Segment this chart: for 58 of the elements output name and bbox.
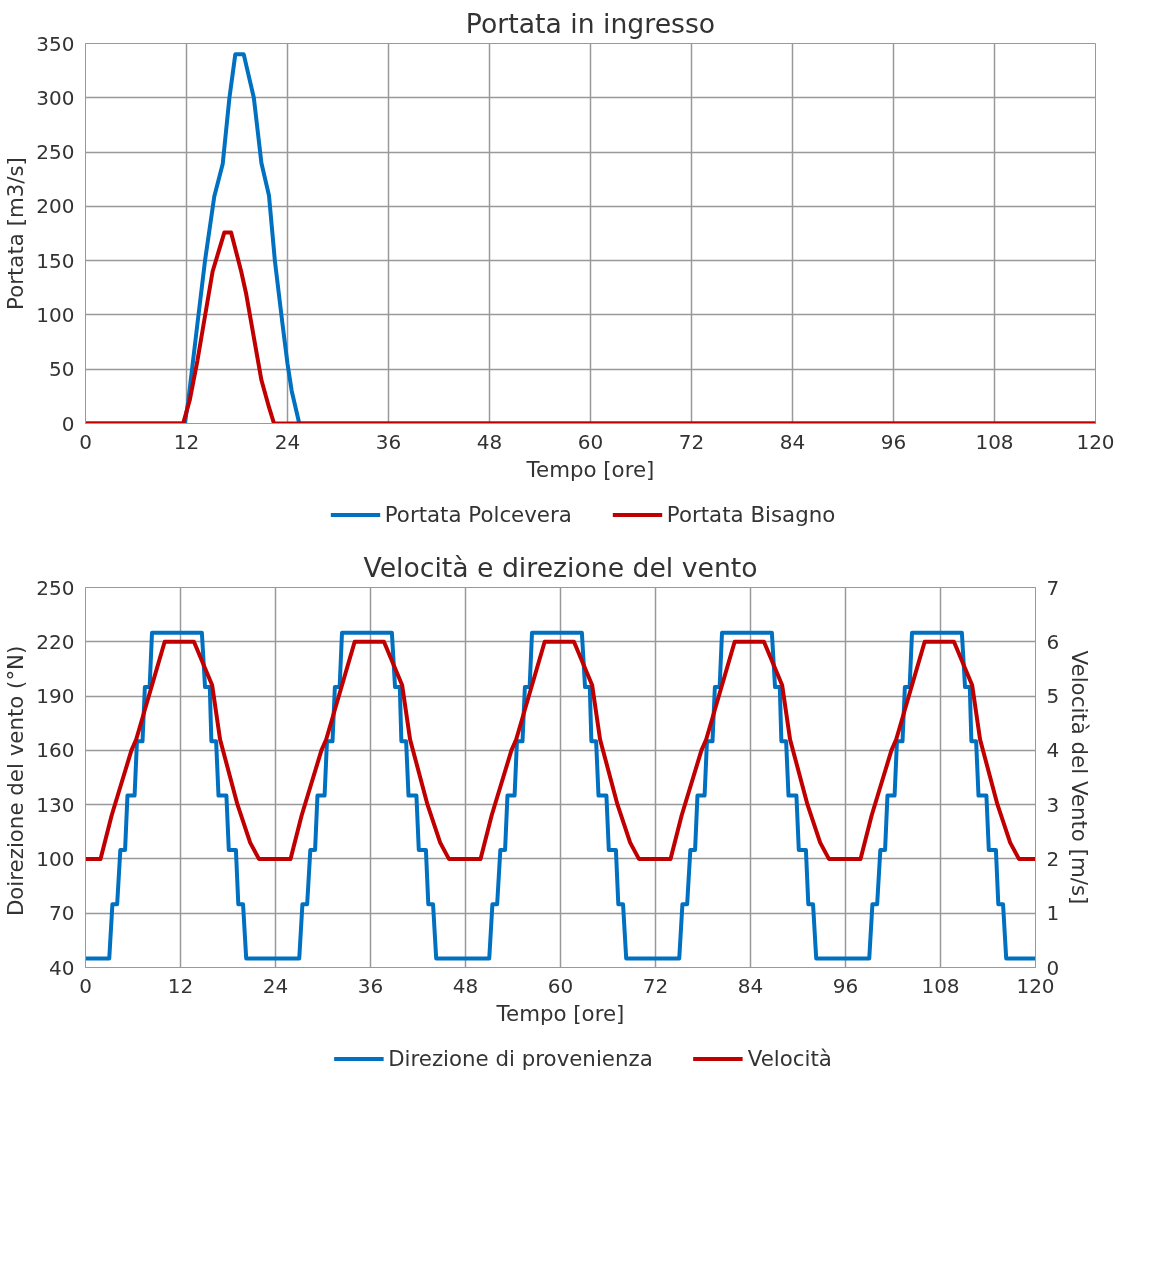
y-tick-label: 220 bbox=[36, 629, 75, 654]
legend-label: Velocità bbox=[747, 1045, 832, 1071]
y2-tick-label: 7 bbox=[1046, 575, 1060, 600]
x-tick-label: 96 bbox=[832, 973, 859, 998]
x-tick-label: 24 bbox=[262, 973, 289, 998]
y-tick-label: 100 bbox=[36, 846, 75, 871]
x-axis-title: Tempo [ore] bbox=[495, 1000, 625, 1026]
x-tick-label: 36 bbox=[375, 429, 402, 454]
chart-title: Velocità e direzione del vento bbox=[363, 551, 758, 583]
y2-tick-label: 2 bbox=[1046, 846, 1060, 871]
y2-tick-label: 1 bbox=[1046, 901, 1060, 926]
y-tick-label: 300 bbox=[36, 85, 75, 110]
y2-axis-title: Velocità del Vento [m/s] bbox=[1067, 650, 1093, 905]
x-tick-label: 36 bbox=[357, 973, 384, 998]
x-tick-label: 84 bbox=[737, 973, 764, 998]
y-tick-label: 150 bbox=[36, 248, 75, 273]
legend-label: Portata Bisagno bbox=[666, 501, 836, 527]
line-series bbox=[85, 630, 1036, 961]
x-tick-label: 60 bbox=[547, 973, 574, 998]
x-tick-label: 0 bbox=[79, 429, 92, 454]
x-tick-label: 0 bbox=[79, 973, 92, 998]
x-tick-label: 48 bbox=[452, 973, 479, 998]
x-tick-label: 84 bbox=[779, 429, 806, 454]
y-tick-label: 70 bbox=[49, 901, 75, 926]
y2-tick-label: 0 bbox=[1046, 955, 1060, 980]
legend-label: Direzione di provenienza bbox=[388, 1045, 653, 1071]
x-tick-label: 72 bbox=[678, 429, 705, 454]
x-tick-label: 24 bbox=[274, 429, 301, 454]
y2-tick-label: 4 bbox=[1046, 738, 1060, 763]
y-tick-label: 0 bbox=[61, 411, 75, 436]
chart-title: Portata in ingresso bbox=[465, 7, 716, 39]
y-axis-title: Doirezione del vento (°N) bbox=[3, 645, 29, 917]
y2-tick-label: 6 bbox=[1046, 629, 1060, 654]
y-tick-label: 250 bbox=[36, 140, 75, 165]
y-tick-label: 130 bbox=[36, 792, 75, 817]
y2-tick-label: 3 bbox=[1046, 792, 1060, 817]
x-tick-label: 108 bbox=[975, 429, 1014, 454]
y2-tick-label: 5 bbox=[1046, 684, 1060, 709]
x-tick-label: 72 bbox=[642, 973, 669, 998]
x-tick-label: 120 bbox=[1076, 429, 1115, 454]
y-tick-label: 350 bbox=[36, 31, 75, 56]
x-axis-title: Tempo [ore] bbox=[525, 456, 655, 482]
y-tick-label: 190 bbox=[36, 684, 75, 709]
x-tick-label: 48 bbox=[476, 429, 503, 454]
legend-label: Portata Polcevera bbox=[384, 501, 572, 527]
x-tick-label: 60 bbox=[577, 429, 604, 454]
y-axis-title: Portata [m3/s] bbox=[3, 157, 29, 310]
x-tick-label: 96 bbox=[880, 429, 907, 454]
x-tick-label: 12 bbox=[173, 429, 200, 454]
y-tick-label: 250 bbox=[36, 575, 75, 600]
x-tick-label: 108 bbox=[921, 973, 960, 998]
y-tick-label: 200 bbox=[36, 194, 75, 219]
y-tick-label: 160 bbox=[36, 738, 75, 763]
line-series bbox=[85, 639, 1036, 861]
y-tick-label: 40 bbox=[49, 955, 75, 980]
y-tick-label: 50 bbox=[49, 357, 75, 382]
x-tick-label: 12 bbox=[167, 973, 194, 998]
y-tick-label: 100 bbox=[36, 302, 75, 327]
